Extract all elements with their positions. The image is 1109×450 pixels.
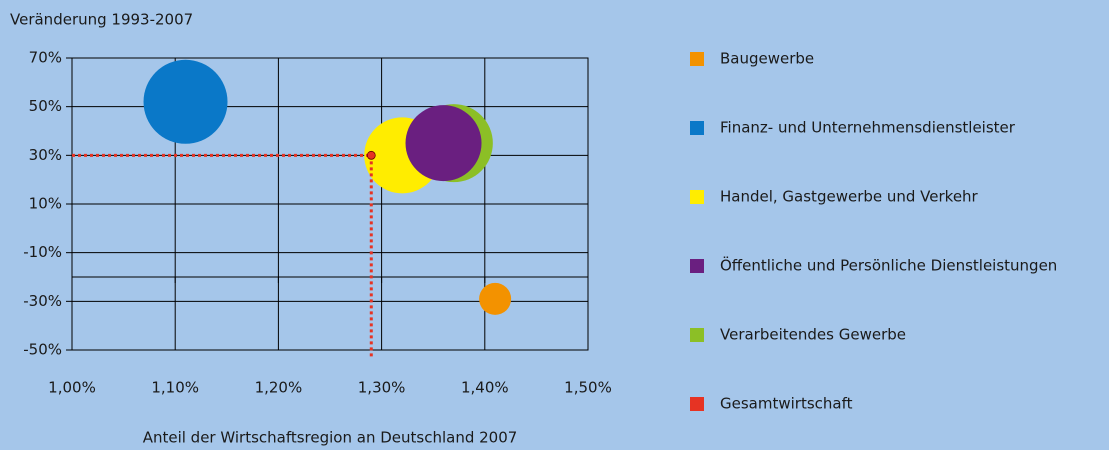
bubble <box>479 282 512 315</box>
x-tick-label: 1,20% <box>255 379 303 397</box>
legend-swatch <box>690 121 704 135</box>
y-tick-label: 10% <box>29 195 62 213</box>
bubble <box>366 150 376 160</box>
y-tick-label: -50% <box>23 341 62 359</box>
y-tick-label: -30% <box>23 292 62 310</box>
x-tick-label: 1,10% <box>151 379 199 397</box>
legend-label: Öffentliche und Persönliche Dienstleistu… <box>720 256 1057 275</box>
legend-swatch <box>690 397 704 411</box>
bubble <box>405 105 482 182</box>
y-tick-label: 30% <box>29 146 62 164</box>
x-tick-label: 1,40% <box>461 379 509 397</box>
y-tick-label: -10% <box>23 243 62 261</box>
bubble <box>143 59 228 144</box>
legend-swatch <box>690 190 704 204</box>
legend-swatch <box>690 52 704 66</box>
legend-label: Handel, Gastgewerbe und Verkehr <box>720 188 979 206</box>
legend-label: Verarbeitendes Gewerbe <box>720 326 906 344</box>
legend-label: Baugewerbe <box>720 50 814 68</box>
legend-label: Finanz- und Unternehmensdienstleister <box>720 119 1016 137</box>
legend-label: Gesamtwirtschaft <box>720 395 853 413</box>
x-axis-label: Anteil der Wirtschaftsregion an Deutschl… <box>143 429 518 447</box>
x-tick-label: 1,00% <box>48 379 96 397</box>
chart-title: Veränderung 1993-2007 <box>10 11 193 29</box>
y-tick-label: 70% <box>29 49 62 67</box>
y-tick-label: 50% <box>29 97 62 115</box>
x-tick-label: 1,30% <box>358 379 406 397</box>
x-tick-label: 1,50% <box>564 379 612 397</box>
legend-swatch <box>690 328 704 342</box>
plot-frame <box>71 57 589 351</box>
legend-swatch <box>690 259 704 273</box>
